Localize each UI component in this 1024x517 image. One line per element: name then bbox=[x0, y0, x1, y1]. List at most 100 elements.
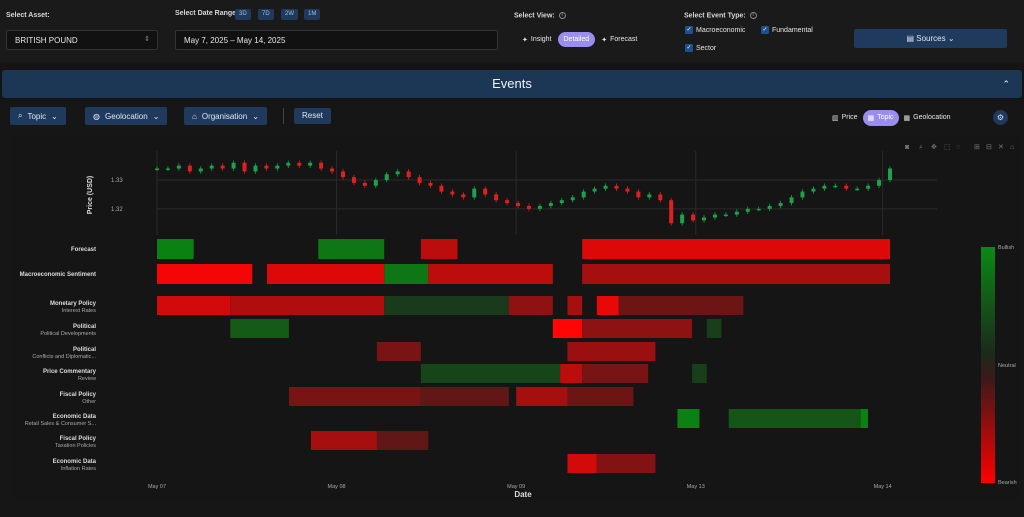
view-toggle: ✦ Insight Detailed ✦ Forecast bbox=[516, 31, 643, 48]
candle bbox=[844, 185, 849, 189]
view-detailed-button[interactable]: Detailed bbox=[557, 32, 596, 47]
asset-label: Select Asset: bbox=[6, 12, 50, 19]
zoom-icon[interactable]: ⌕ bbox=[919, 144, 923, 151]
lasso-icon[interactable]: ◌ bbox=[956, 144, 960, 151]
candle bbox=[603, 185, 608, 189]
candle bbox=[308, 162, 313, 166]
candle bbox=[723, 214, 728, 217]
heatmap-cell bbox=[582, 264, 890, 284]
range-1m-button[interactable]: 1M bbox=[304, 9, 321, 20]
view-insight-button[interactable]: ✦ Insight bbox=[522, 36, 552, 44]
candle bbox=[669, 200, 674, 224]
range-3d-button[interactable]: 3D bbox=[235, 9, 251, 20]
candle bbox=[220, 165, 225, 169]
row-subtitle: Retail Sales & Consumer S... bbox=[25, 421, 97, 427]
heatmap bbox=[157, 239, 890, 473]
candle bbox=[165, 168, 170, 171]
mode-price-button[interactable]: ▥ Price bbox=[832, 114, 858, 122]
price-tick-label: 1.32 bbox=[111, 207, 123, 213]
candle bbox=[461, 194, 466, 198]
heatmap-cell bbox=[560, 364, 583, 383]
candle bbox=[559, 200, 564, 204]
heatmap-cell bbox=[582, 364, 649, 383]
heatmap-cell bbox=[516, 387, 568, 406]
candle bbox=[702, 217, 707, 221]
fundamental-checkbox[interactable]: ✓ Fundamental bbox=[761, 26, 813, 34]
candle bbox=[187, 165, 192, 172]
candle bbox=[330, 168, 335, 172]
zoom-out-icon[interactable]: ⊟ bbox=[986, 144, 992, 151]
chevron-down-icon: ⌄ bbox=[152, 111, 160, 121]
camera-icon[interactable]: ◙ bbox=[905, 144, 909, 151]
row-subtitle: Other bbox=[82, 399, 96, 405]
candle bbox=[614, 185, 619, 189]
heatmap-cell bbox=[706, 319, 722, 338]
macroeconomic-checkbox[interactable]: ✓ Macroeconomic bbox=[685, 26, 746, 34]
zoom-in-icon[interactable]: ⊞ bbox=[974, 144, 980, 151]
heatmap-cell bbox=[582, 319, 693, 338]
reset-button[interactable]: Reset bbox=[294, 108, 331, 124]
row-subtitle: Review bbox=[78, 376, 96, 382]
gear-icon[interactable]: ⚙ bbox=[993, 110, 1008, 125]
date-range-label: Select Date Range: bbox=[175, 10, 239, 17]
autoscale-icon[interactable]: ✕ bbox=[998, 144, 1004, 151]
heatmap-cell bbox=[310, 431, 377, 450]
candle bbox=[745, 208, 750, 212]
geolocation-filter-button[interactable]: ◍ Geolocation ⌄ bbox=[85, 107, 168, 125]
mode-topic-button[interactable]: ▦ Topic bbox=[862, 109, 899, 126]
candle bbox=[855, 188, 860, 191]
candle bbox=[253, 165, 258, 172]
heatmap-cell bbox=[420, 364, 561, 383]
heatmap-cell bbox=[567, 454, 597, 473]
range-2w-button[interactable]: 2W bbox=[281, 9, 298, 20]
row-title: Price Commentary bbox=[43, 369, 97, 375]
candle bbox=[888, 168, 892, 181]
view-mode-toggle: ▥ Price ▦ Topic ▦ Geolocation bbox=[827, 109, 956, 126]
axes: Forecast Macroeconomic Sentiment Monetary … bbox=[20, 247, 892, 499]
asset-select[interactable]: BRITISH POUND ⇕ bbox=[6, 30, 158, 50]
heatmap-cell bbox=[157, 264, 253, 284]
heatmap-cell bbox=[582, 239, 890, 259]
modebar: ◙ ⌕ ✥ ⬚ ◌ ⊞ ⊟ ✕ ⌂ bbox=[905, 143, 1014, 151]
row-subtitle: Political Developments bbox=[40, 331, 96, 337]
heatmap-cell bbox=[420, 239, 458, 259]
candle bbox=[351, 177, 356, 183]
candle bbox=[778, 203, 783, 206]
row-title: Fiscal Policy bbox=[60, 392, 97, 398]
heatmap-cell bbox=[157, 296, 231, 315]
heatmap-cell bbox=[596, 296, 619, 315]
candle bbox=[548, 203, 553, 206]
sources-button[interactable]: ▤ Sources ⌄ bbox=[854, 29, 1007, 48]
view-forecast-button[interactable]: ✦ Forecast bbox=[601, 36, 638, 44]
pan-icon[interactable]: ✥ bbox=[931, 143, 937, 151]
candle bbox=[209, 165, 214, 169]
candle bbox=[428, 182, 433, 186]
candle bbox=[362, 182, 367, 186]
row-title: Macroeconomic Sentiment bbox=[20, 272, 96, 278]
heatmap-cell bbox=[618, 296, 744, 315]
candle bbox=[340, 171, 345, 178]
range-7d-button[interactable]: 7D bbox=[258, 9, 274, 20]
price-plot: 1.32 1.33 Price (USD) bbox=[87, 151, 937, 235]
organisation-filter-button[interactable]: ⌂ Organisation ⌄ bbox=[184, 107, 267, 125]
info-icon: i bbox=[749, 12, 757, 19]
home-icon[interactable]: ⌂ bbox=[1010, 144, 1014, 151]
mode-geolocation-button[interactable]: ▦ Geolocation bbox=[903, 114, 951, 122]
select-icon[interactable]: ⬚ bbox=[944, 144, 951, 151]
topic-filter-button[interactable]: ⌕ Topic ⌄ bbox=[10, 107, 66, 125]
chevron-down-icon: ⌄ bbox=[252, 111, 259, 121]
event-type-label: Select Event Type: i bbox=[684, 12, 757, 19]
heatmap-cell bbox=[552, 319, 583, 338]
top-toolbar: Select Asset: BRITISH POUND ⇕ Select Dat… bbox=[0, 0, 1024, 62]
row-subtitle: Conflicts and Diplomatic... bbox=[32, 354, 96, 360]
divider bbox=[283, 108, 284, 124]
row-subtitle: Inflation Rates bbox=[61, 466, 96, 472]
candle bbox=[516, 203, 521, 206]
candle bbox=[198, 168, 203, 172]
sector-checkbox[interactable]: ✓ Sector bbox=[685, 44, 717, 52]
date-range-input[interactable]: May 7, 2025 – May 14, 2025 bbox=[175, 30, 498, 50]
x-tick-label: May 13 bbox=[687, 484, 705, 490]
candle bbox=[691, 214, 696, 221]
events-header[interactable]: Events ⌃ bbox=[2, 70, 1022, 98]
x-tick-label: May 14 bbox=[874, 484, 892, 490]
